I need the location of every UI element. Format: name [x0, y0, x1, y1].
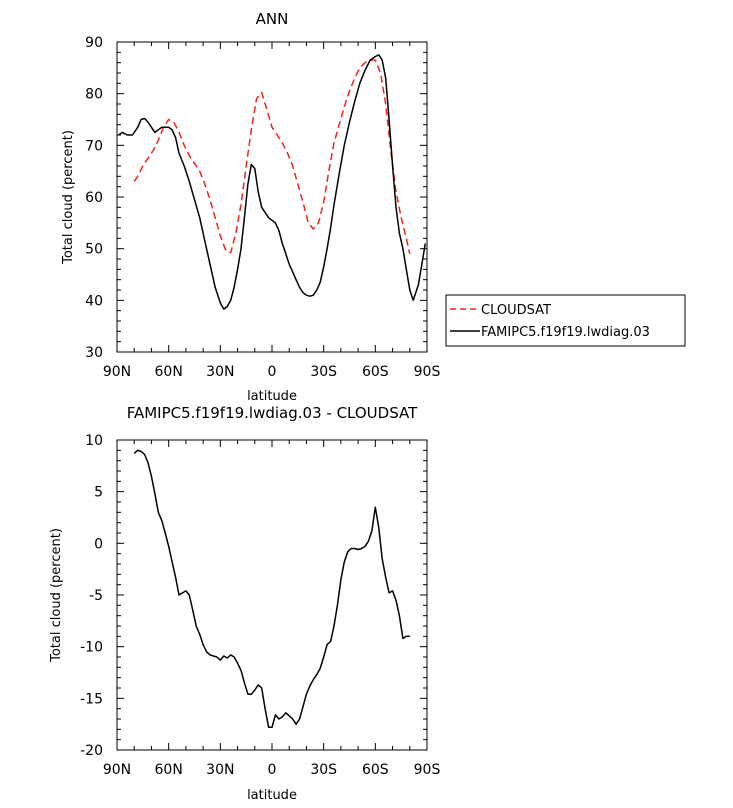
top-y-tick-label: 60 — [85, 190, 103, 206]
top-y-axis-label: Total cloud (percent) — [61, 130, 76, 265]
bottom-chart-series-layer — [133, 449, 410, 729]
bottom-x-tick-label: 30S — [310, 762, 337, 778]
bottom-x-tick-label: 60S — [362, 762, 389, 778]
bottom-y-tick-label: -15 — [80, 691, 103, 707]
top-x-tick-label: 30N — [206, 364, 234, 380]
legend: CLOUDSAT FAMIPC5.f19f19.lwdiag.03 — [445, 294, 686, 347]
bottom-chart-title: FAMIPC5.f19f19.lwdiag.03 - CLOUDSAT — [127, 404, 418, 422]
bottom-chart: FAMIPC5.f19f19.lwdiag.03 - CLOUDSAT 90N 6… — [49, 404, 440, 803]
bottom-x-axis-label: latitude — [247, 788, 297, 803]
top-y-tick-label: 80 — [85, 87, 103, 103]
bottom-chart-ticks: 90N 60N 30N 0 30S 60S 90S 10 5 0 -5 -10 -15 -20 — [80, 433, 440, 778]
top-x-tick-label: 60S — [362, 364, 389, 380]
bottom-y-tick-label: 5 — [94, 485, 103, 501]
legend-label-cloudsat: CLOUDSAT — [481, 303, 551, 318]
top-x-tick-label: 90N — [103, 364, 131, 380]
bottom-x-tick-label: 90S — [414, 762, 441, 778]
top-chart-title: ANN — [256, 10, 289, 28]
top-series-line-1 — [118, 54, 427, 310]
bottom-y-tick-label: -5 — [89, 588, 103, 604]
top-x-tick-label: 0 — [268, 364, 277, 380]
bottom-y-axis-label: Total cloud (percent) — [49, 528, 64, 663]
top-y-tick-label: 50 — [85, 242, 103, 258]
top-x-tick-label: 30S — [310, 364, 337, 380]
top-chart: ANN 90N 60N 30N 0 30S 60S 90S 30 40 50 60 70 80 90 la… — [61, 10, 686, 404]
top-y-tick-label: 40 — [85, 293, 103, 309]
bottom-series-line-0 — [133, 449, 410, 729]
top-plot-frame — [116, 41, 428, 353]
top-series-line-0 — [133, 59, 411, 254]
top-chart-ticks: 90N 60N 30N 0 30S 60S 90S 30 40 50 60 70 80 90 — [85, 35, 440, 380]
bottom-y-tick-label: -10 — [80, 640, 103, 656]
top-x-tick-label: 60N — [155, 364, 183, 380]
bottom-y-tick-label: 10 — [85, 433, 103, 449]
legend-box — [445, 294, 686, 347]
bottom-x-tick-label: 30N — [206, 762, 234, 778]
bottom-y-tick-label: -20 — [80, 743, 103, 759]
top-x-axis-label: latitude — [247, 389, 297, 404]
top-y-tick-label: 90 — [85, 35, 103, 51]
top-y-tick-label: 30 — [85, 345, 103, 361]
bottom-y-tick-label: 0 — [94, 536, 103, 552]
legend-label-model: FAMIPC5.f19f19.lwdiag.03 — [481, 325, 650, 340]
bottom-x-tick-label: 0 — [268, 762, 277, 778]
bottom-x-tick-label: 90N — [103, 762, 131, 778]
top-chart-series-layer — [118, 54, 427, 310]
bottom-plot-frame — [116, 439, 428, 751]
top-y-tick-label: 70 — [85, 138, 103, 154]
top-x-tick-label: 90S — [414, 364, 441, 380]
bottom-x-tick-label: 60N — [155, 762, 183, 778]
